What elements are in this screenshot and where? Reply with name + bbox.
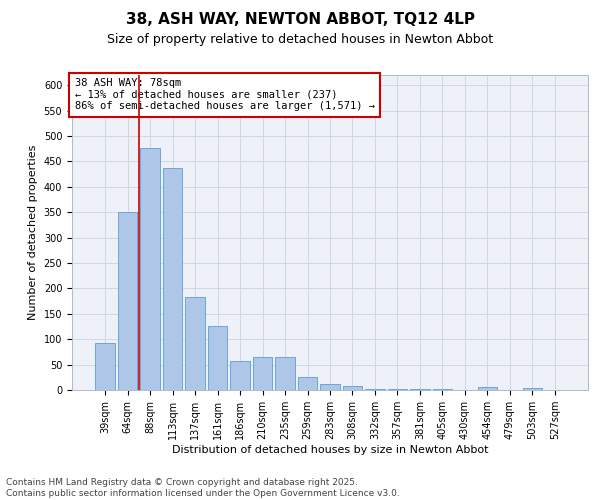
- Bar: [230, 361, 250, 390]
- Bar: [523, 388, 542, 390]
- Bar: [343, 386, 362, 390]
- Bar: [298, 378, 317, 390]
- X-axis label: Distribution of detached houses by size in Newton Abbot: Distribution of detached houses by size …: [172, 445, 488, 455]
- Bar: [208, 326, 227, 390]
- Text: Contains HM Land Registry data © Crown copyright and database right 2025.
Contai: Contains HM Land Registry data © Crown c…: [6, 478, 400, 498]
- Bar: [253, 357, 272, 390]
- Bar: [478, 387, 497, 390]
- Bar: [95, 344, 115, 390]
- Text: Size of property relative to detached houses in Newton Abbot: Size of property relative to detached ho…: [107, 32, 493, 46]
- Bar: [140, 148, 160, 390]
- Bar: [163, 168, 182, 390]
- Bar: [320, 384, 340, 390]
- Bar: [118, 212, 137, 390]
- Text: 38, ASH WAY, NEWTON ABBOT, TQ12 4LP: 38, ASH WAY, NEWTON ABBOT, TQ12 4LP: [125, 12, 475, 28]
- Bar: [275, 357, 295, 390]
- Bar: [185, 297, 205, 390]
- Text: 38 ASH WAY: 78sqm
← 13% of detached houses are smaller (237)
86% of semi-detache: 38 ASH WAY: 78sqm ← 13% of detached hous…: [74, 78, 374, 112]
- Y-axis label: Number of detached properties: Number of detached properties: [28, 145, 38, 320]
